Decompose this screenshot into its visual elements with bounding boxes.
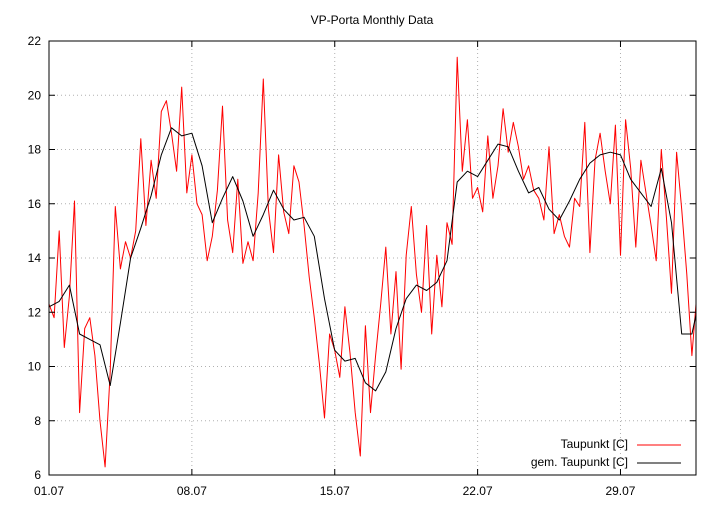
grid-lines — [49, 41, 696, 475]
legend-label-gem-taupunkt: gem. Taupunkt [C] — [531, 455, 628, 469]
y-tick-label: 8 — [34, 414, 41, 428]
x-tick-label: 08.07 — [177, 484, 207, 498]
y-tick-label: 10 — [28, 360, 42, 374]
x-tick-label: 01.07 — [34, 484, 64, 498]
y-tick-label: 6 — [34, 468, 41, 482]
series-line-gem-taupunkt — [48, 127, 697, 392]
plot-frame — [48, 40, 697, 476]
series-layer — [48, 56, 697, 468]
series-line-taupunkt — [48, 56, 697, 468]
x-tick-label: 15.07 — [320, 484, 350, 498]
y-tick-label: 20 — [28, 88, 42, 102]
legend: Taupunkt [C] gem. Taupunkt [C] — [531, 437, 681, 469]
chart-title: VP-Porta Monthly Data — [311, 13, 434, 27]
axis-layer: 6 8 10 12 14 16 18 20 22 01.07 08.07 15.07 22.07 29.0… — [28, 34, 696, 498]
legend-label-taupunkt: Taupunkt [C] — [561, 437, 628, 451]
y-tick-label: 22 — [28, 34, 42, 48]
x-tick-label: 22.07 — [463, 484, 493, 498]
y-tick-label: 14 — [28, 251, 42, 265]
y-tick-label: 12 — [28, 305, 42, 319]
y-tick-label: 16 — [28, 197, 42, 211]
x-tick-label: 29.07 — [605, 484, 635, 498]
y-tick-label: 18 — [28, 143, 42, 157]
